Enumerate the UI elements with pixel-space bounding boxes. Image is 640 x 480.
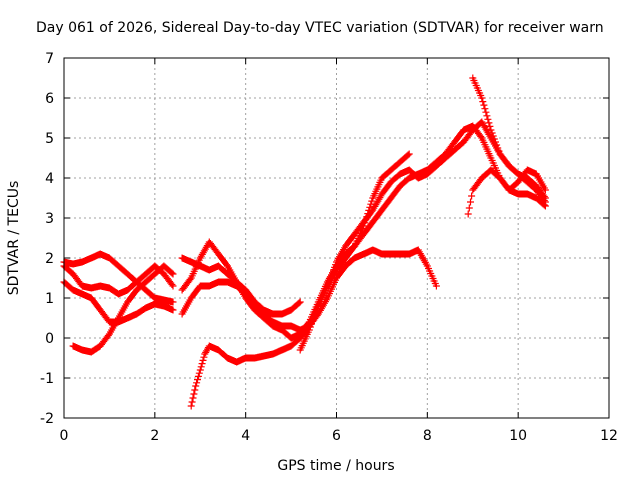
data-markers	[178, 246, 440, 334]
y-tick-label: 6	[45, 91, 54, 107]
series-track-8	[187, 122, 549, 410]
series-track-9	[296, 118, 549, 354]
chart-title: Day 061 of 2026, Sidereal Day-to-day VTE…	[36, 20, 604, 36]
y-tick-label: 3	[45, 211, 54, 227]
y-tick-label: 0	[45, 331, 54, 347]
data-markers	[469, 74, 549, 206]
data-markers	[296, 118, 549, 354]
y-tick-label: -1	[40, 371, 54, 387]
y-tick-label: 5	[45, 131, 54, 147]
x-tick-label: 12	[600, 428, 618, 444]
x-tick-label: 4	[241, 428, 250, 444]
data-markers	[178, 150, 413, 342]
y-tick-label: 2	[45, 251, 54, 267]
series-track-11	[469, 74, 549, 206]
x-tick-label: 8	[423, 428, 432, 444]
series-track-7	[178, 246, 440, 334]
y-tick-label: -2	[40, 411, 54, 427]
series-track-4	[69, 262, 177, 356]
y-tick-label: 7	[45, 51, 54, 67]
x-tick-label: 0	[60, 428, 69, 444]
x-tick-label: 2	[150, 428, 159, 444]
x-tick-label: 6	[332, 428, 341, 444]
plot-area	[60, 74, 549, 410]
data-markers	[69, 262, 177, 356]
y-axis-label: SDTVAR / TECUs	[6, 181, 22, 296]
y-tick-label: 4	[45, 171, 54, 187]
x-axis-label: GPS time / hours	[277, 458, 394, 474]
grid	[64, 58, 609, 418]
plot-frame	[63, 57, 610, 419]
series-track-6	[178, 150, 413, 342]
y-tick-label: 1	[45, 291, 54, 307]
x-tick-label: 10	[509, 428, 527, 444]
data-markers	[187, 122, 549, 410]
